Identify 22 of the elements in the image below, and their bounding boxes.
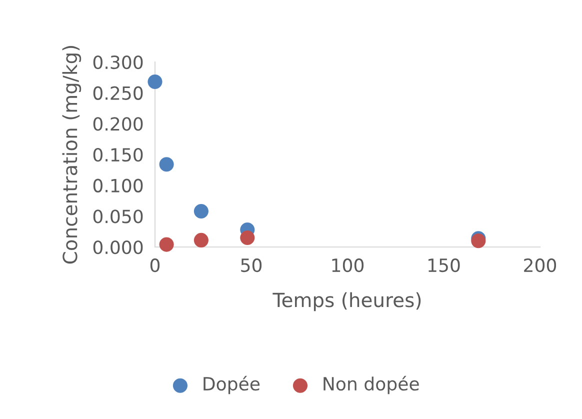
legend-label: Non dopée bbox=[324, 376, 419, 394]
point bbox=[159, 237, 174, 252]
legend-label: Dopée bbox=[204, 376, 260, 394]
point bbox=[148, 74, 162, 90]
x-axis-title: Temps (heures) bbox=[272, 292, 421, 312]
x-tick-label: 200 bbox=[524, 258, 556, 272]
y-axis-title: Concentration (mg/kg) bbox=[62, 46, 82, 264]
y-tick-label: 0.150 bbox=[93, 148, 143, 162]
y-tick-label: 0.300 bbox=[93, 55, 143, 70]
y-tick-label: 0.050 bbox=[93, 210, 143, 224]
point bbox=[194, 232, 208, 248]
point bbox=[159, 157, 174, 172]
x-tick-label: 50 bbox=[241, 258, 262, 272]
point bbox=[194, 204, 208, 219]
point bbox=[240, 230, 255, 246]
y-tick-label: 0.000 bbox=[93, 240, 143, 254]
x-tick-label: 150 bbox=[428, 258, 460, 272]
y-tick-label: 0.250 bbox=[93, 86, 143, 100]
x-tick-label: 100 bbox=[332, 258, 364, 272]
x-tick-label: 0 bbox=[150, 258, 160, 272]
y-tick-label: 0.100 bbox=[93, 178, 143, 192]
y-tick-label: 0.200 bbox=[93, 117, 143, 131]
